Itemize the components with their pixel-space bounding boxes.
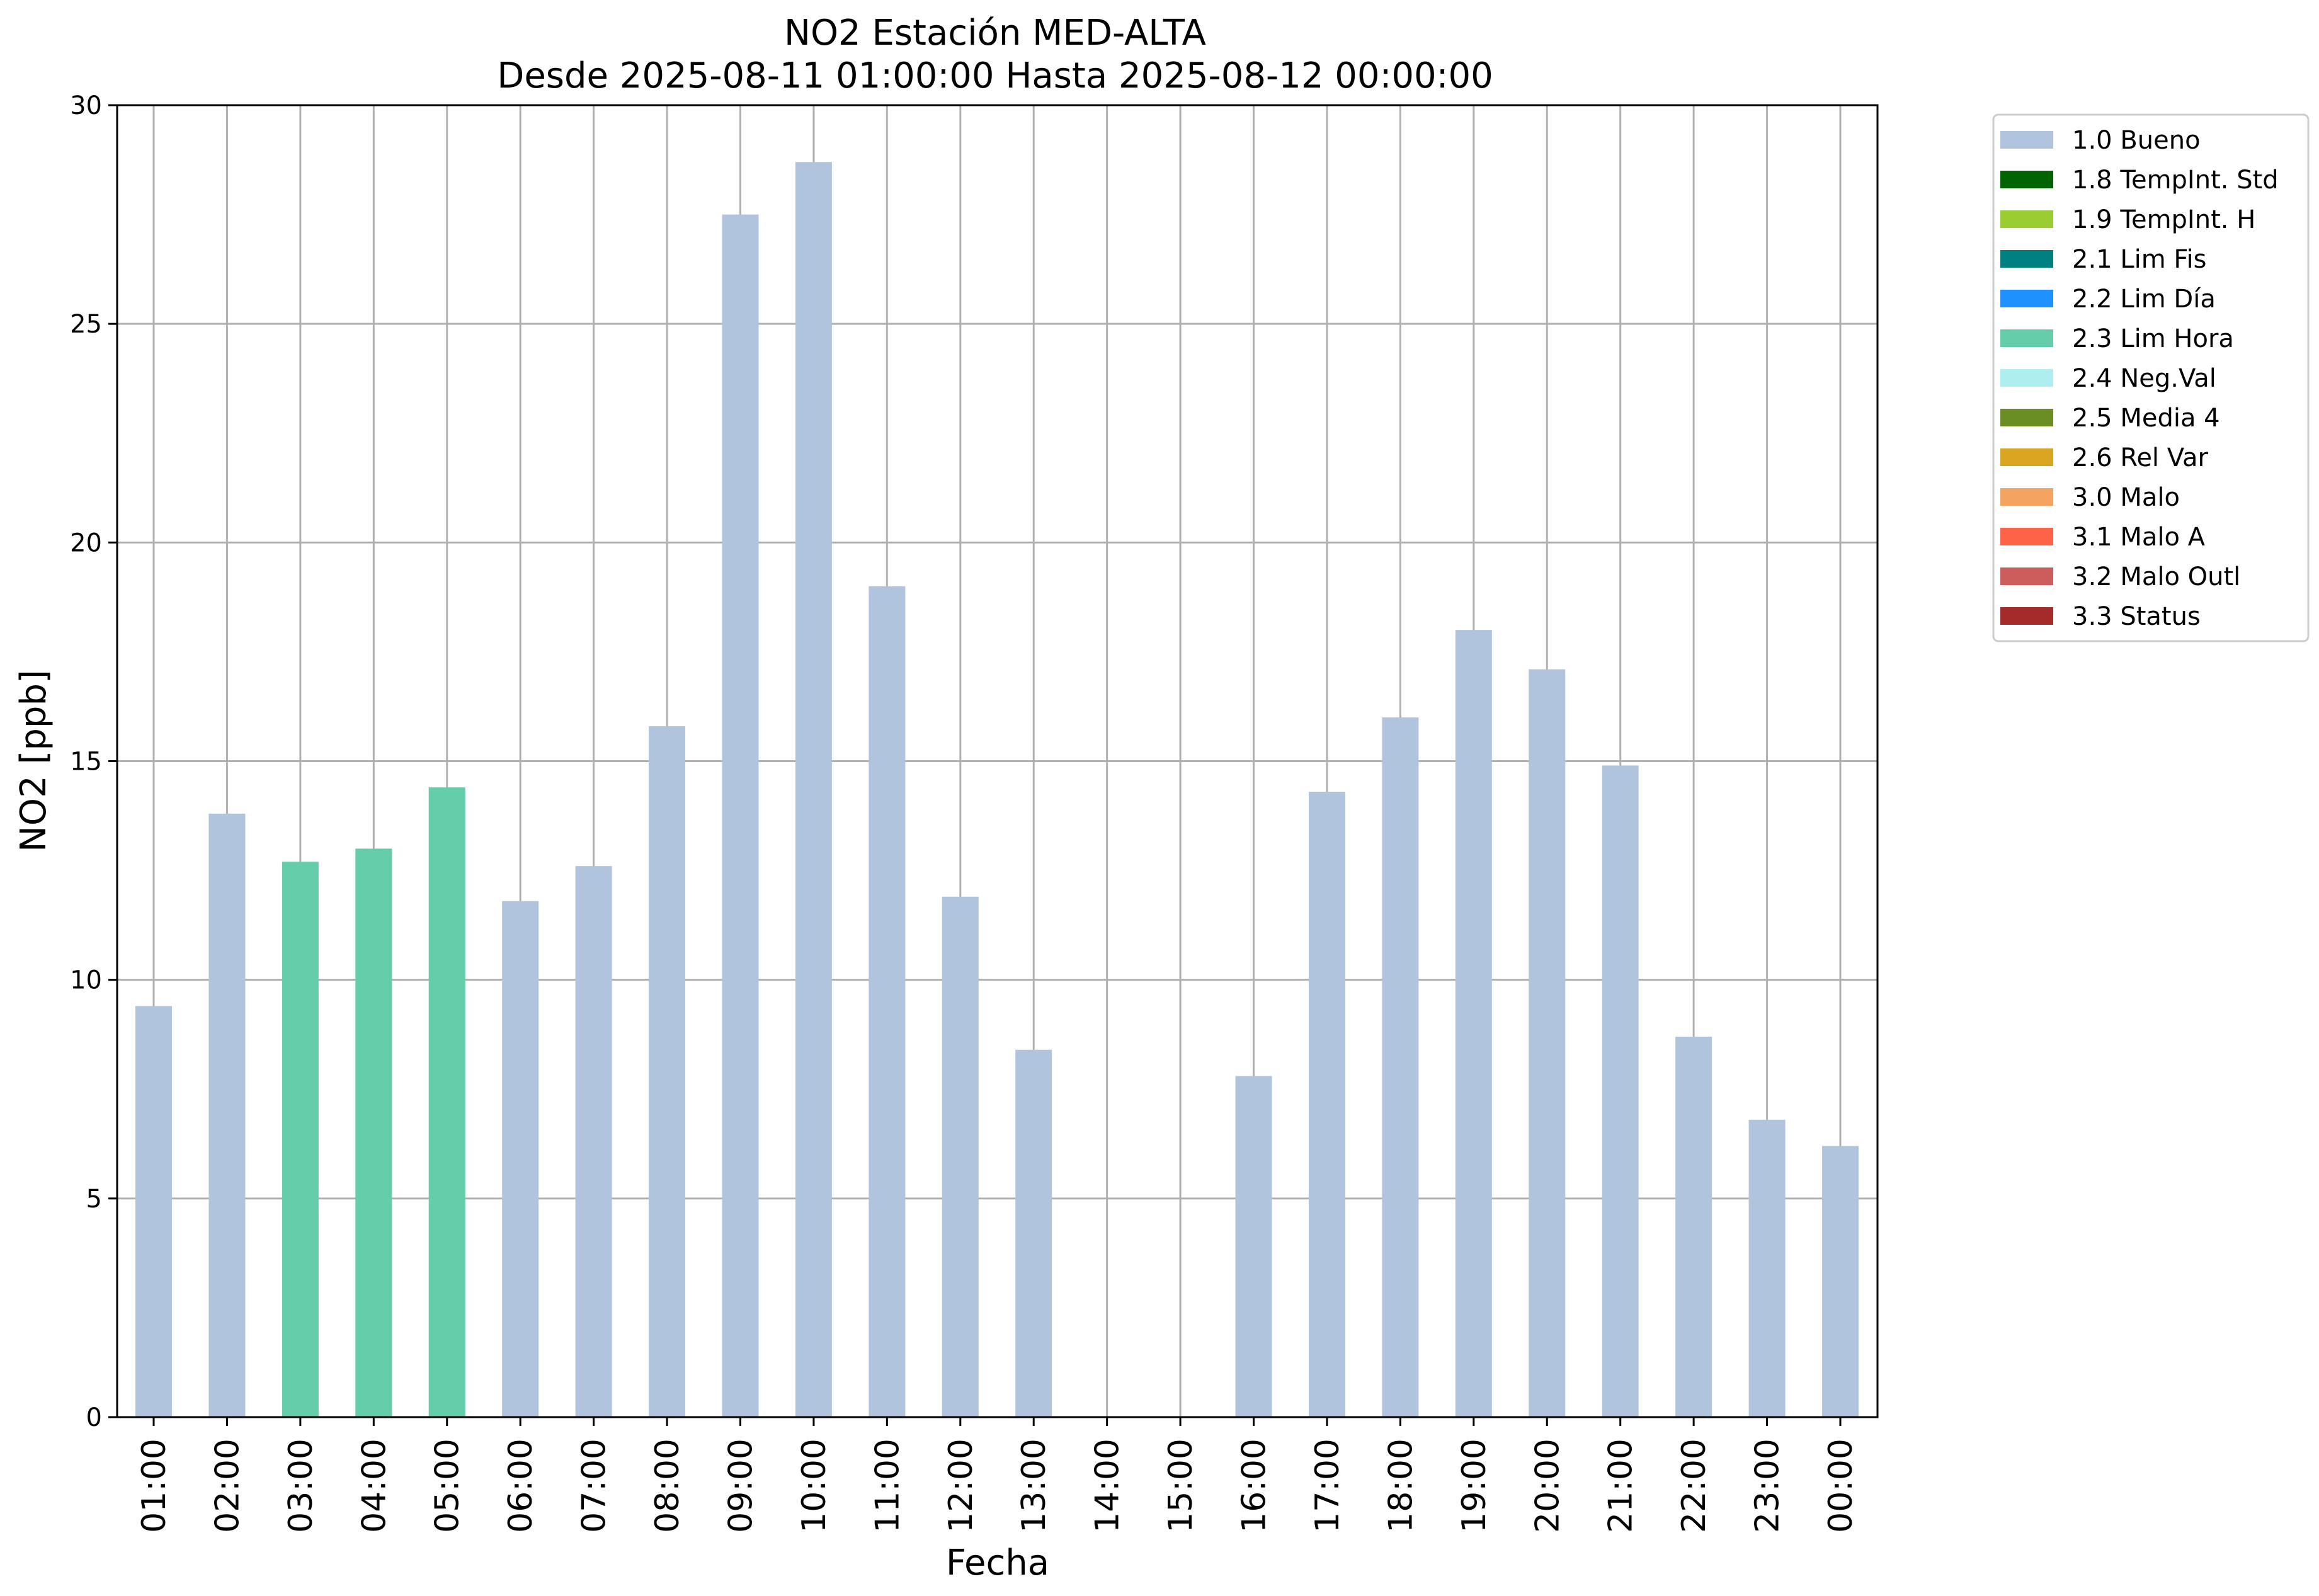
y-tick-label: 30 xyxy=(70,91,102,120)
legend-label: 2.6 Rel Var xyxy=(2072,443,2209,472)
x-tick-label: 14:00 xyxy=(1089,1439,1127,1533)
x-tick-label: 03:00 xyxy=(282,1439,320,1533)
legend-swatch xyxy=(2000,250,2053,268)
bar xyxy=(135,1006,172,1417)
x-tick-label: 06:00 xyxy=(502,1439,540,1533)
x-tick-label: 11:00 xyxy=(869,1439,906,1533)
legend-swatch xyxy=(2000,131,2053,149)
legend-swatch xyxy=(2000,567,2053,585)
legend-label: 3.3 Status xyxy=(2072,602,2201,631)
bar xyxy=(1675,1036,1712,1417)
y-tick-label: 20 xyxy=(70,528,102,557)
x-axis-label: Fecha xyxy=(946,1542,1049,1583)
legend-swatch xyxy=(2000,171,2053,188)
bar xyxy=(649,726,686,1417)
bar xyxy=(282,862,319,1417)
bar xyxy=(575,866,612,1417)
legend: 1.0 Bueno 1.8 TempInt. Std 1.9 TempInt. H 2… xyxy=(1992,113,2310,642)
legend-label: 1.8 TempInt. Std xyxy=(2072,166,2279,195)
legend-label: 2.4 Neg.Val xyxy=(2072,364,2216,393)
y-tick-label: 15 xyxy=(70,748,102,777)
legend-swatch xyxy=(2000,448,2053,466)
bar xyxy=(1015,1049,1052,1417)
bar xyxy=(1529,669,1566,1417)
x-tick-label: 05:00 xyxy=(429,1439,467,1533)
x-tick-label: 13:00 xyxy=(1015,1439,1053,1533)
y-axis-label: NO2 [ppb] xyxy=(13,670,54,852)
y-tick-label: 5 xyxy=(86,1185,102,1214)
y-tick-label: 0 xyxy=(86,1403,102,1432)
bars xyxy=(135,162,1859,1418)
chart-subtitle: Desde 2025-08-11 01:00:00 Hasta 2025-08-… xyxy=(497,55,1493,96)
x-tick-label: 23:00 xyxy=(1749,1439,1787,1533)
x-tick-label: 08:00 xyxy=(649,1439,687,1533)
y-tick-label: 10 xyxy=(70,966,102,995)
legend-swatch xyxy=(2000,210,2053,228)
bar xyxy=(1822,1146,1859,1417)
x-tick-label: 15:00 xyxy=(1162,1439,1200,1533)
x-tick-label: 04:00 xyxy=(355,1439,393,1533)
x-axis: 01:00 02:00 03:00 04:00 05:00 06:00 07:00 08:00… xyxy=(135,1417,1860,1533)
bar xyxy=(1382,717,1419,1417)
legend-label: 3.2 Malo Outl xyxy=(2072,562,2240,591)
legend-swatch xyxy=(2000,488,2053,506)
bar xyxy=(208,813,246,1417)
legend-swatch xyxy=(2000,290,2053,307)
x-tick-label: 07:00 xyxy=(576,1439,613,1533)
x-tick-label: 00:00 xyxy=(1822,1439,1860,1533)
x-tick-label: 18:00 xyxy=(1382,1439,1420,1533)
bar xyxy=(1748,1119,1786,1417)
legend-label: 1.9 TempInt. H xyxy=(2072,205,2255,234)
legend-label: 2.3 Lim Hora xyxy=(2072,324,2234,353)
legend-swatch xyxy=(2000,528,2053,545)
x-tick-label: 10:00 xyxy=(795,1439,833,1533)
legend-swatch xyxy=(2000,409,2053,426)
legend-label: 3.1 Malo A xyxy=(2072,523,2206,552)
legend-swatch xyxy=(2000,329,2053,347)
bar xyxy=(355,848,392,1417)
x-tick-label: 12:00 xyxy=(942,1439,980,1533)
x-tick-label: 19:00 xyxy=(1456,1439,1493,1533)
x-tick-label: 16:00 xyxy=(1236,1439,1273,1533)
bar xyxy=(1455,630,1492,1418)
x-tick-label: 22:00 xyxy=(1675,1439,1713,1533)
bar xyxy=(1602,765,1639,1417)
x-tick-label: 01:00 xyxy=(135,1439,173,1533)
bar xyxy=(942,896,979,1417)
legend-swatch xyxy=(2000,369,2053,387)
x-tick-label: 17:00 xyxy=(1309,1439,1347,1533)
bar xyxy=(428,787,465,1417)
legend-label: 2.2 Lim Día xyxy=(2072,285,2216,314)
y-axis: 0 5 10 15 20 25 30 xyxy=(70,91,117,1432)
x-tick-label: 20:00 xyxy=(1529,1439,1566,1533)
x-tick-label: 21:00 xyxy=(1602,1439,1640,1533)
legend-label: 2.1 Lim Fis xyxy=(2072,245,2206,274)
x-tick-label: 09:00 xyxy=(722,1439,760,1533)
bar xyxy=(795,162,832,1418)
y-tick-label: 25 xyxy=(70,310,102,339)
legend-box xyxy=(1992,113,2310,642)
bar xyxy=(869,586,906,1418)
bar xyxy=(502,901,539,1417)
legend-label: 3.0 Malo xyxy=(2072,483,2180,512)
x-tick-label: 02:00 xyxy=(208,1439,246,1533)
legend-label: 1.0 Bueno xyxy=(2072,126,2201,155)
bar xyxy=(722,214,759,1417)
chart-title: NO2 Estación MED-ALTA xyxy=(784,13,1206,54)
legend-label: 2.5 Media 4 xyxy=(2072,404,2220,433)
bar xyxy=(1308,792,1345,1417)
legend-swatch xyxy=(2000,607,2053,625)
bar xyxy=(1235,1076,1272,1417)
